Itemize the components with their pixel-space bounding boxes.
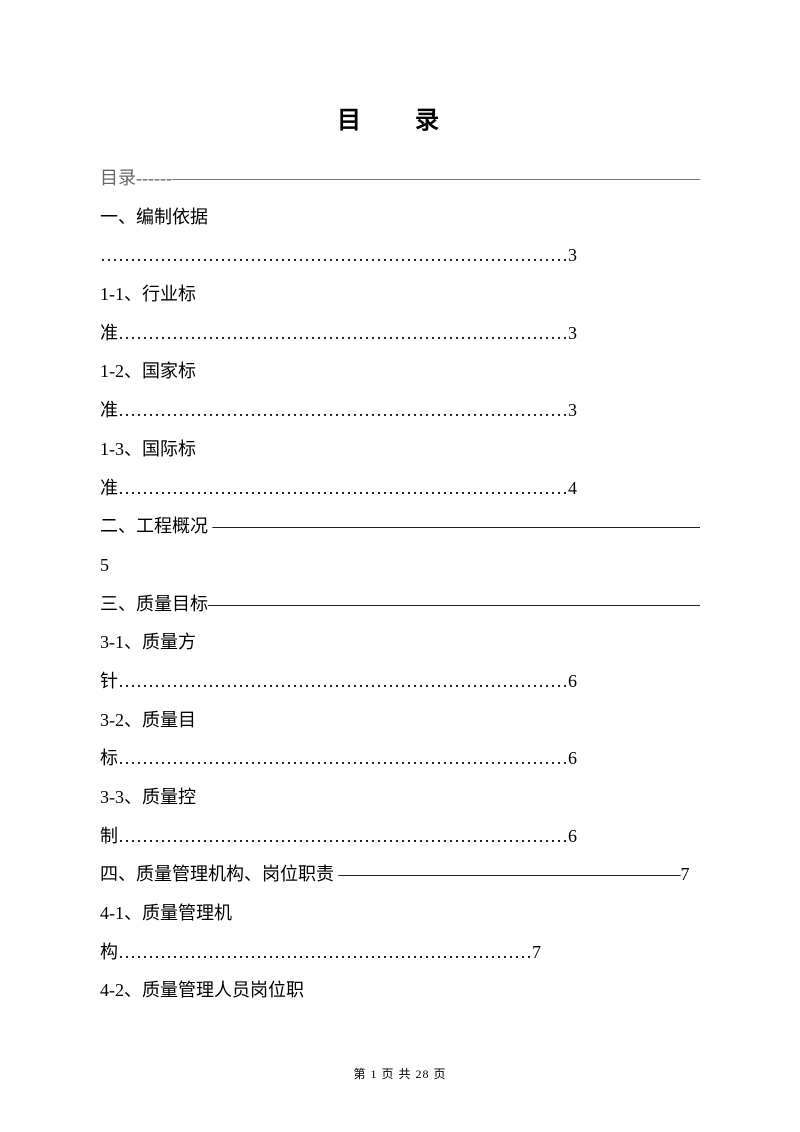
toc-line: 1-1、行业标 xyxy=(100,275,700,314)
toc-line: 4-1、质量管理机 xyxy=(100,894,700,933)
toc-line: 标…………………………………………………………………6 xyxy=(100,739,700,778)
toc-line: 准…………………………………………………………………4 xyxy=(100,469,700,508)
toc-line: 制…………………………………………………………………6 xyxy=(100,817,700,856)
toc-line: 构……………………………………………………………7 xyxy=(100,933,700,972)
document-page: 目 录 目录------————————————————————————————… xyxy=(0,0,800,1070)
toc-line: 4-2、质量管理人员岗位职 xyxy=(100,971,700,1010)
toc-line: 四、质量管理机构、岗位职责 ———————————————————7 xyxy=(100,855,700,894)
toc-line: 准…………………………………………………………………3 xyxy=(100,391,700,430)
toc-line: 3-3、质量控 xyxy=(100,778,700,817)
toc-line: 1-2、国家标 xyxy=(100,352,700,391)
toc-line: 一、编制依据 xyxy=(100,198,700,237)
page-title: 目 录 xyxy=(100,100,700,135)
toc-line: 1-3、国际标 xyxy=(100,430,700,469)
toc-line: 3-2、质量目 xyxy=(100,701,700,740)
toc-line: 二、工程概况 ——————————————————————————————— xyxy=(100,507,700,546)
toc-line: 三、质量目标———————————————————————————————6 xyxy=(100,585,700,624)
toc-line: ……………………………………………………………………3 xyxy=(100,236,700,275)
toc-line: 5 xyxy=(100,546,700,585)
toc-line: 目录------————————————————————————————————… xyxy=(100,159,700,198)
toc-line: 3-1、质量方 xyxy=(100,623,700,662)
page-footer: 第 1 页 共 28 页 xyxy=(0,1065,800,1082)
toc-line: 针…………………………………………………………………6 xyxy=(100,662,700,701)
toc-line: 准…………………………………………………………………3 xyxy=(100,314,700,353)
toc-container: 目录------————————————————————————————————… xyxy=(100,159,700,1010)
